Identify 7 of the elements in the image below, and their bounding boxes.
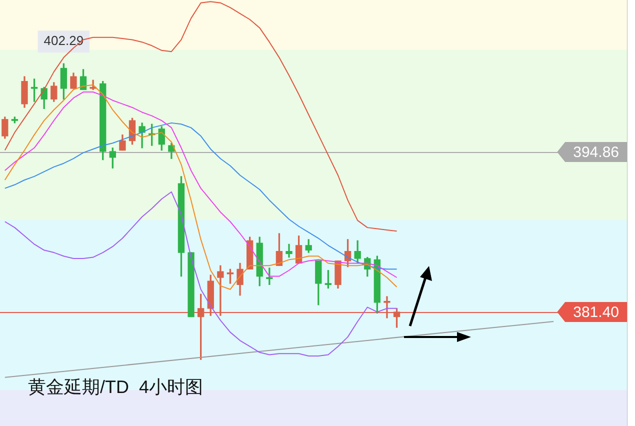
- annotation: 402.29: [44, 33, 84, 48]
- candlestick: [384, 296, 390, 318]
- y-tick-label: 381.40: [573, 304, 620, 322]
- y-tick-label: 394.86: [573, 144, 620, 162]
- candlestick: [217, 265, 224, 316]
- candlestick: [286, 244, 292, 258]
- text: 黄金延期/TD 4小时图: [28, 376, 204, 397]
